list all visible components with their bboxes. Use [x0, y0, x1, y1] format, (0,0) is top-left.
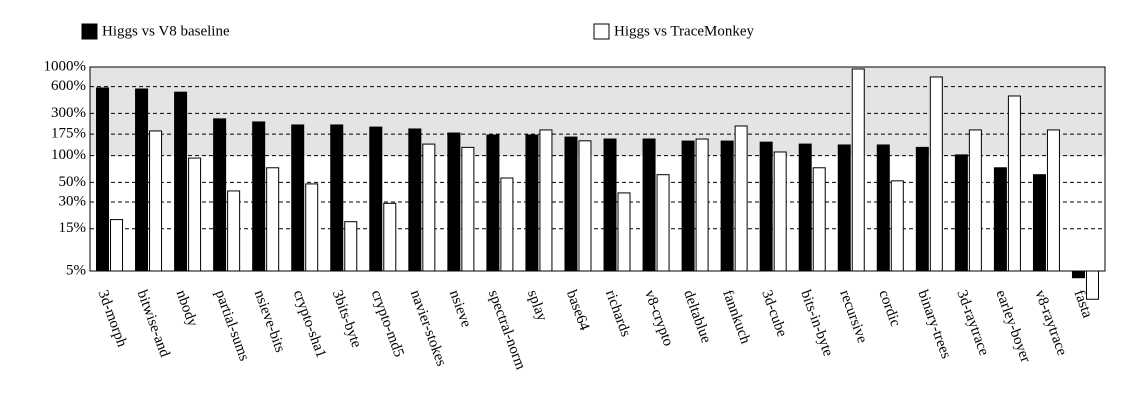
- x-tick-label: binary-trees: [914, 288, 954, 361]
- bar: [642, 138, 656, 272]
- bar: [266, 167, 280, 272]
- y-tick-label: 100%: [51, 147, 86, 163]
- legend-label: Higgs vs V8 baseline: [102, 23, 230, 39]
- x-tick-label: navier-stokes: [407, 288, 449, 368]
- bar: [110, 219, 124, 272]
- x-tick-label: spectral-norm: [485, 288, 529, 372]
- y-tick-label: 30%: [59, 193, 87, 209]
- bar: [291, 124, 305, 272]
- x-tick-label: nsieve-bits: [251, 288, 288, 355]
- bar: [461, 146, 475, 272]
- x-tick-label: bitwise-and: [134, 288, 173, 360]
- bar: [890, 180, 904, 272]
- bar: [188, 157, 202, 272]
- bar: [681, 140, 695, 272]
- x-tick-label: bits-in-byte: [797, 288, 836, 359]
- bar: [369, 126, 383, 272]
- y-tick-label: 50%: [59, 174, 87, 190]
- x-tick-label: richards: [602, 288, 634, 339]
- bar: [798, 143, 812, 272]
- x-tick-label: nbody: [173, 288, 201, 329]
- legend-label: Higgs vs TraceMonkey: [614, 23, 755, 39]
- bar: [344, 221, 358, 272]
- bar: [1007, 95, 1021, 272]
- legend-swatch: [81, 23, 98, 40]
- bar: [539, 129, 553, 272]
- bar: [837, 144, 851, 272]
- x-tick-label: partial-sums: [212, 288, 252, 363]
- bar: [720, 140, 734, 272]
- bar: [1032, 174, 1046, 272]
- bar: [1071, 270, 1085, 279]
- bar: [1085, 270, 1099, 300]
- bar: [252, 121, 266, 272]
- x-tick-label: 3d-morph: [95, 288, 130, 350]
- x-tick-label: v8-crypto: [641, 288, 676, 348]
- bar: [149, 130, 163, 272]
- bar: [525, 134, 539, 272]
- bar: [773, 151, 787, 272]
- x-tick-label: earley-boyer: [992, 288, 1033, 365]
- x-tick-label: recursive: [836, 288, 870, 345]
- bar: [408, 128, 422, 272]
- y-tick-label: 1000%: [44, 58, 87, 74]
- bar: [1046, 129, 1060, 272]
- x-tick-label: fannkuch: [719, 288, 753, 346]
- y-tick-label: 600%: [51, 78, 86, 94]
- x-tick-label: crypto-md5: [368, 288, 407, 359]
- bar: [330, 124, 344, 272]
- x-tick-label: cordic: [875, 288, 903, 329]
- bar: [383, 202, 397, 272]
- bar: [578, 140, 592, 272]
- x-tick-label: crypto-sha1: [290, 288, 329, 360]
- bar: [734, 125, 748, 272]
- bar: [617, 192, 631, 272]
- plot-shade: [90, 67, 1105, 156]
- x-tick-label: 3d-raytrace: [953, 288, 992, 358]
- bar: [447, 132, 461, 272]
- x-tick-label: v8-raytrace: [1031, 288, 1070, 358]
- x-tick-label: nsieve: [446, 288, 474, 330]
- x-tick-label: 3d-cube: [758, 288, 790, 339]
- y-tick-label: 300%: [51, 105, 86, 121]
- bar: [915, 146, 929, 272]
- bar: [695, 138, 709, 272]
- bar: [174, 91, 188, 272]
- bar: [876, 144, 890, 272]
- bar: [603, 138, 617, 272]
- x-tick-label: deltablue: [680, 288, 714, 345]
- x-tick-label: base64: [563, 288, 592, 333]
- bar: [564, 136, 578, 272]
- bar: [656, 174, 670, 272]
- bar: [486, 134, 500, 272]
- y-tick-label: 175%: [51, 126, 86, 142]
- legend-swatch: [593, 23, 610, 40]
- bar: [422, 143, 436, 272]
- bar: [305, 183, 319, 272]
- bar: [96, 87, 110, 272]
- y-tick-label: 5%: [66, 262, 86, 278]
- x-tick-label: 3bits-byte: [329, 288, 365, 350]
- bar: [968, 129, 982, 272]
- x-tick-label: splay: [524, 288, 550, 324]
- bar: [759, 141, 773, 272]
- bar: [929, 76, 943, 272]
- bar: [812, 167, 826, 272]
- bar: [213, 118, 227, 272]
- bar: [851, 68, 865, 272]
- y-tick-label: 15%: [59, 220, 87, 236]
- bar: [227, 190, 241, 272]
- bar: [993, 167, 1007, 272]
- bar: [135, 88, 149, 272]
- bar: [500, 177, 514, 272]
- bar: [954, 154, 968, 272]
